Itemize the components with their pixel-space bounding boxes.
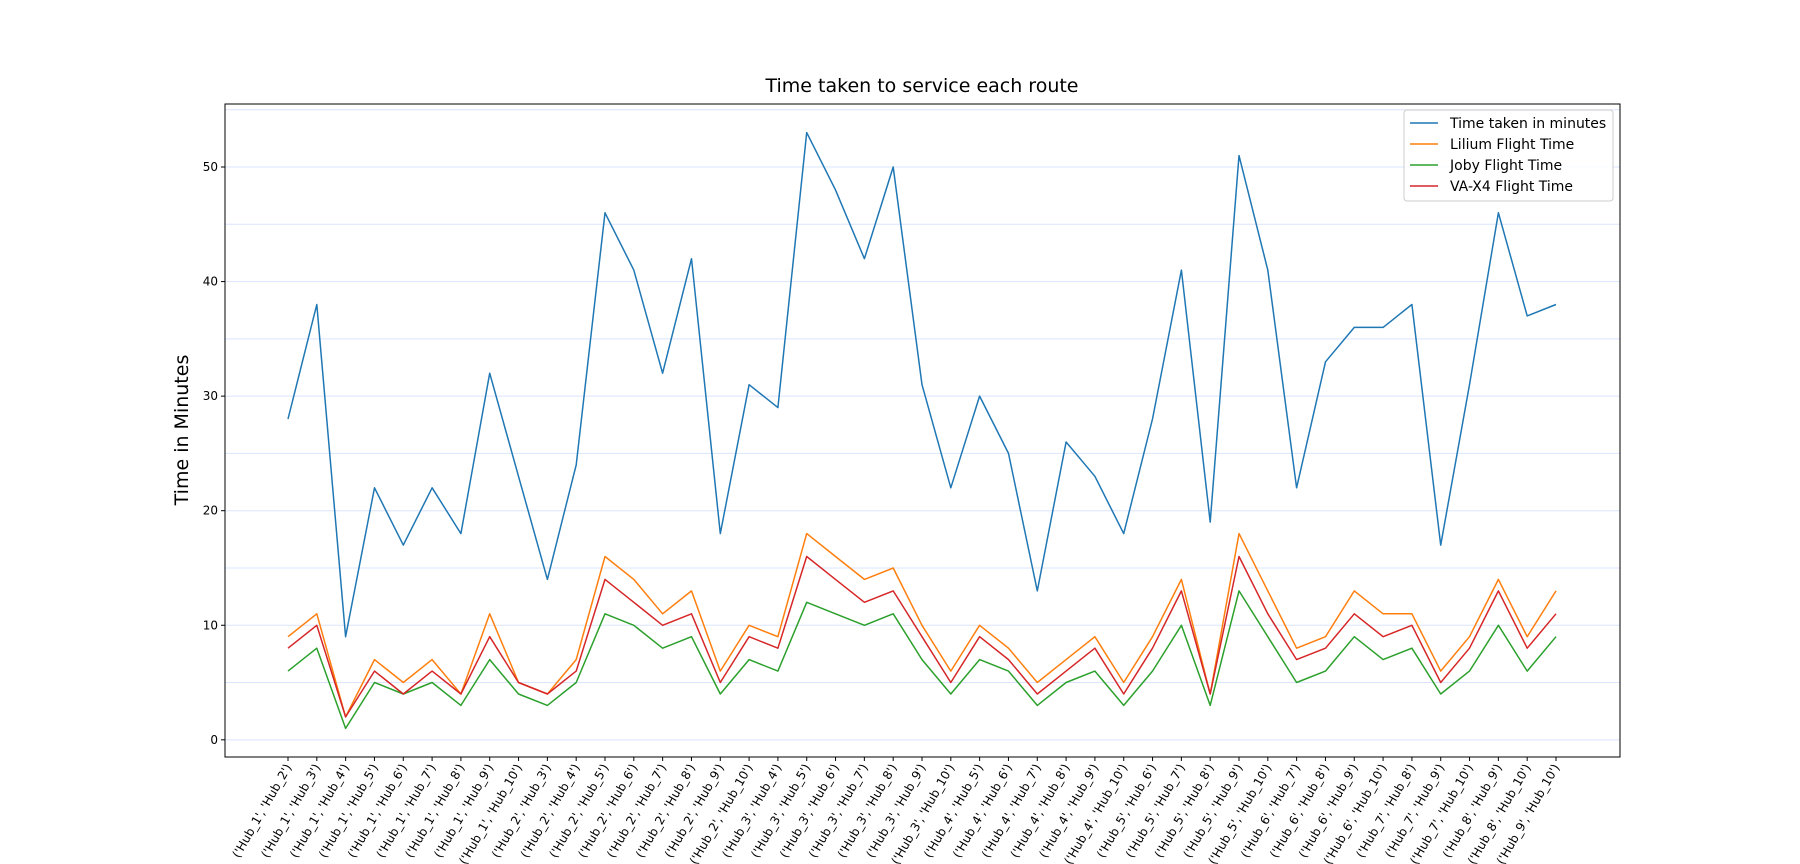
y-tick-label: 10 bbox=[203, 618, 218, 632]
legend-label: VA-X4 Flight Time bbox=[1450, 179, 1573, 195]
series-lines bbox=[287, 131, 1557, 730]
legend-label: Lilium Flight Time bbox=[1450, 137, 1574, 153]
series-line bbox=[287, 590, 1557, 730]
y-axis-label: Time in Minutes bbox=[171, 355, 193, 507]
series-line bbox=[287, 555, 1557, 718]
y-tick-label: 50 bbox=[203, 160, 218, 174]
legend-box bbox=[1403, 109, 1614, 202]
y-tick-label: 30 bbox=[203, 389, 218, 403]
series-line bbox=[287, 532, 1557, 718]
legend-label: Joby Flight Time bbox=[1449, 158, 1562, 174]
y-tick-label: 20 bbox=[203, 504, 218, 518]
chart-title: Time taken to service each route bbox=[765, 75, 1079, 97]
y-tick-label: 40 bbox=[203, 275, 218, 289]
y-tick-label: 0 bbox=[210, 733, 218, 747]
series-line bbox=[287, 131, 1557, 638]
legend[interactable]: Time taken in minutes Lilium Flight Time J… bbox=[1403, 109, 1614, 202]
legend-label: Time taken in minutes bbox=[1449, 116, 1606, 132]
y-axis-ticks: 0 10 20 30 40 50 bbox=[203, 160, 225, 747]
